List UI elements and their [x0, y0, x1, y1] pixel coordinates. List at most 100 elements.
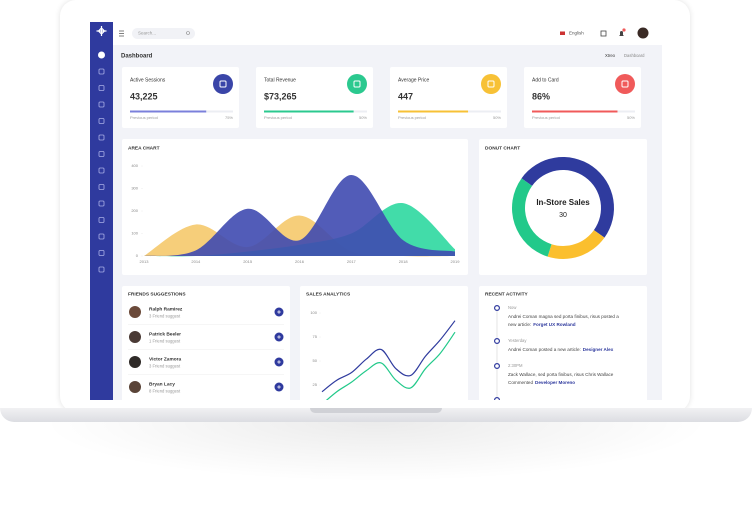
- user-avatar[interactable]: [637, 27, 649, 39]
- activity-time: 2:30PM: [508, 363, 523, 368]
- nav-icon[interactable]: [98, 134, 105, 141]
- chart-title: AREA CHART: [128, 145, 160, 151]
- stat-title: Active Sessions: [130, 77, 166, 83]
- activity-text: Andrei Coman magna sed porta finibus, ri…: [508, 314, 619, 319]
- nav-icon[interactable]: [98, 68, 105, 75]
- y-tick-label: 50: [313, 358, 318, 363]
- area: [144, 175, 455, 256]
- nav-icon[interactable]: [98, 85, 105, 91]
- activity-text: Andrei Coman posted a new article: Design…: [508, 347, 614, 352]
- friend-avatar: [129, 331, 141, 343]
- stat-icon: [615, 74, 635, 94]
- nav-icon[interactable]: [98, 217, 105, 223]
- y-tick-label: 25: [313, 382, 318, 387]
- activity-text: Commented Developer Moreno: [508, 380, 575, 385]
- logo: [96, 26, 107, 36]
- friend-name: Patrick Beeler: [149, 331, 181, 337]
- stat-title: Total Revenue: [264, 77, 296, 83]
- y-tick-label: 300: [131, 186, 138, 191]
- stat-icon-glyph: [353, 80, 361, 88]
- progress-bar: [264, 110, 354, 113]
- chart-title: DONUT CHART: [485, 145, 520, 151]
- add-friend-plus: [277, 385, 281, 389]
- friend-avatar: [129, 306, 141, 318]
- flag-icon: [560, 31, 565, 35]
- laptop-shadow: [40, 422, 712, 482]
- stat-footer-value: 75%: [225, 115, 233, 120]
- x-tick-label: 2019: [451, 259, 461, 264]
- progress-bar: [130, 110, 207, 113]
- activity-text: Zack Wallace, sed porta finibus, risus C…: [508, 372, 614, 377]
- laptop-notch: [310, 408, 442, 413]
- stat-icon-glyph: [621, 80, 629, 88]
- stat-footer-label: Previous period: [264, 115, 292, 120]
- activity-text-part: Andrei Coman posted a new article:: [508, 347, 581, 352]
- dashboard: Search... English Dashboard Xtreo Dashboard A…: [90, 22, 662, 400]
- add-friend-plus: [277, 335, 281, 339]
- x-tick-label: 2015: [243, 259, 253, 264]
- sales-chart-card: [300, 286, 468, 400]
- progress-bar: [532, 110, 618, 113]
- donut-segment: [547, 230, 605, 259]
- timeline-dot: [494, 338, 501, 345]
- chart-title: SALES ANALYTICS: [306, 291, 351, 297]
- x-tick-label: 2017: [347, 259, 357, 264]
- screen: Search... English Dashboard Xtreo Dashboard A…: [90, 22, 662, 400]
- stat-icon-glyph: [487, 80, 495, 88]
- menu-icon[interactable]: [119, 30, 124, 37]
- timeline-dot: [494, 363, 501, 370]
- nav-icon[interactable]: [98, 167, 105, 174]
- activity-link[interactable]: Designer Alex: [583, 347, 614, 352]
- activity-text-part: Zack Wallace, sed porta finibus, risus C…: [508, 372, 614, 377]
- timeline-dot: [494, 397, 500, 400]
- activity-link[interactable]: Forget UX Rowland: [533, 322, 576, 327]
- activity-text: new article: Forget UX Rowland: [508, 322, 576, 327]
- activity-time: Now: [508, 305, 517, 310]
- activity-text-part: Commented: [508, 380, 533, 385]
- nav-icon[interactable]: [98, 233, 105, 240]
- search-box[interactable]: [132, 28, 195, 39]
- line: [325, 331, 456, 400]
- activity-time: Yesterday: [508, 338, 527, 343]
- donut-center-value: 30: [559, 212, 567, 219]
- topbar: [113, 22, 662, 45]
- line: [321, 320, 456, 393]
- nav-icon[interactable]: [98, 200, 105, 207]
- bell-icon[interactable]: [619, 31, 624, 36]
- friend-name: Victor Zamora: [149, 356, 182, 362]
- friends-card: [122, 286, 290, 400]
- fullscreen-icon[interactable]: [600, 30, 607, 37]
- nav-icon[interactable]: [98, 266, 105, 273]
- nav-icon[interactable]: [98, 250, 105, 256]
- stat-icon: [347, 74, 367, 94]
- nav-icon[interactable]: [98, 151, 105, 157]
- stat-value: 447: [398, 91, 413, 101]
- stat-footer-value: 50%: [627, 115, 635, 120]
- donut-segment: [521, 157, 614, 238]
- nav-icon[interactable]: [98, 101, 105, 108]
- stat-footer-label: Previous period: [532, 115, 560, 120]
- sidebar: [90, 22, 113, 400]
- activity-link[interactable]: Developer Moreno: [535, 380, 575, 385]
- activity-text-part: new article:: [508, 322, 531, 327]
- stat-footer-label: Previous period: [130, 115, 158, 120]
- friend-subtitle: 3 Friend suggest: [149, 364, 181, 369]
- nav-avatar[interactable]: [98, 51, 105, 59]
- timeline-dot: [494, 305, 501, 312]
- progress-bar: [398, 110, 469, 113]
- stat-icon: [481, 74, 501, 94]
- x-tick-label: 2018: [399, 259, 409, 264]
- y-tick-label: 0: [136, 253, 139, 258]
- friend-subtitle: 8 Friend suggest: [149, 389, 181, 394]
- y-tick-label: 200: [131, 208, 138, 213]
- nav-icon[interactable]: [98, 118, 105, 124]
- card-title: FRIENDS SUGGESTIONS: [128, 291, 186, 297]
- add-friend-plus: [277, 310, 281, 314]
- friend-avatar: [129, 381, 141, 393]
- nav-icon[interactable]: [98, 184, 105, 190]
- card-title: RECENT ACTIVITY: [485, 291, 529, 297]
- y-tick-label: 75: [313, 334, 318, 339]
- stat-card: [524, 67, 641, 128]
- search-placeholder: Search...: [138, 31, 156, 36]
